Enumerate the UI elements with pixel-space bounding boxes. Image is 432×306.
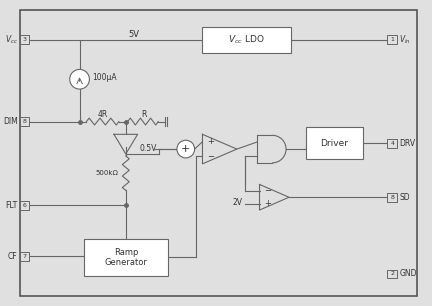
Circle shape <box>177 140 194 158</box>
Text: R: R <box>141 110 146 119</box>
Text: −: − <box>264 186 271 195</box>
Bar <box>306 127 363 159</box>
Bar <box>19 117 29 126</box>
Text: 6: 6 <box>22 203 26 207</box>
Text: 7: 7 <box>22 254 26 259</box>
Text: +: + <box>264 199 271 208</box>
Text: 4: 4 <box>390 141 394 146</box>
Text: 8: 8 <box>391 195 394 200</box>
Text: 0.5V: 0.5V <box>140 144 157 153</box>
Bar <box>388 193 397 202</box>
Bar <box>388 270 397 278</box>
Text: −: − <box>207 152 214 161</box>
Text: 4R: 4R <box>98 110 108 119</box>
Bar <box>85 239 168 276</box>
Text: +: + <box>207 137 214 146</box>
Bar <box>388 139 397 147</box>
Text: FLT: FLT <box>5 201 18 210</box>
Text: DIM: DIM <box>3 117 18 126</box>
Bar <box>388 35 397 44</box>
Text: CF: CF <box>8 252 18 261</box>
Text: 1: 1 <box>391 37 394 43</box>
Text: 2V: 2V <box>233 198 243 207</box>
Text: SD: SD <box>399 193 410 202</box>
Text: $V_{cc}$: $V_{cc}$ <box>5 34 18 46</box>
Circle shape <box>70 69 89 89</box>
Bar <box>203 27 291 53</box>
Text: Ramp
Generator: Ramp Generator <box>105 248 148 267</box>
Text: $V_{cc}$ LDO: $V_{cc}$ LDO <box>229 34 265 46</box>
Text: 5V: 5V <box>128 29 139 39</box>
Bar <box>19 201 29 210</box>
Text: 100μA: 100μA <box>92 73 117 82</box>
Bar <box>19 35 29 44</box>
Text: +: + <box>181 144 191 154</box>
Text: GND: GND <box>399 270 416 278</box>
Text: DRV: DRV <box>399 139 415 148</box>
Text: 3: 3 <box>22 37 26 43</box>
Text: 8: 8 <box>22 119 26 124</box>
Text: 500kΩ: 500kΩ <box>95 170 118 176</box>
Text: $V_{in}$: $V_{in}$ <box>399 34 411 46</box>
Bar <box>19 252 29 261</box>
Text: 2: 2 <box>390 271 394 276</box>
Text: Driver: Driver <box>320 139 348 148</box>
